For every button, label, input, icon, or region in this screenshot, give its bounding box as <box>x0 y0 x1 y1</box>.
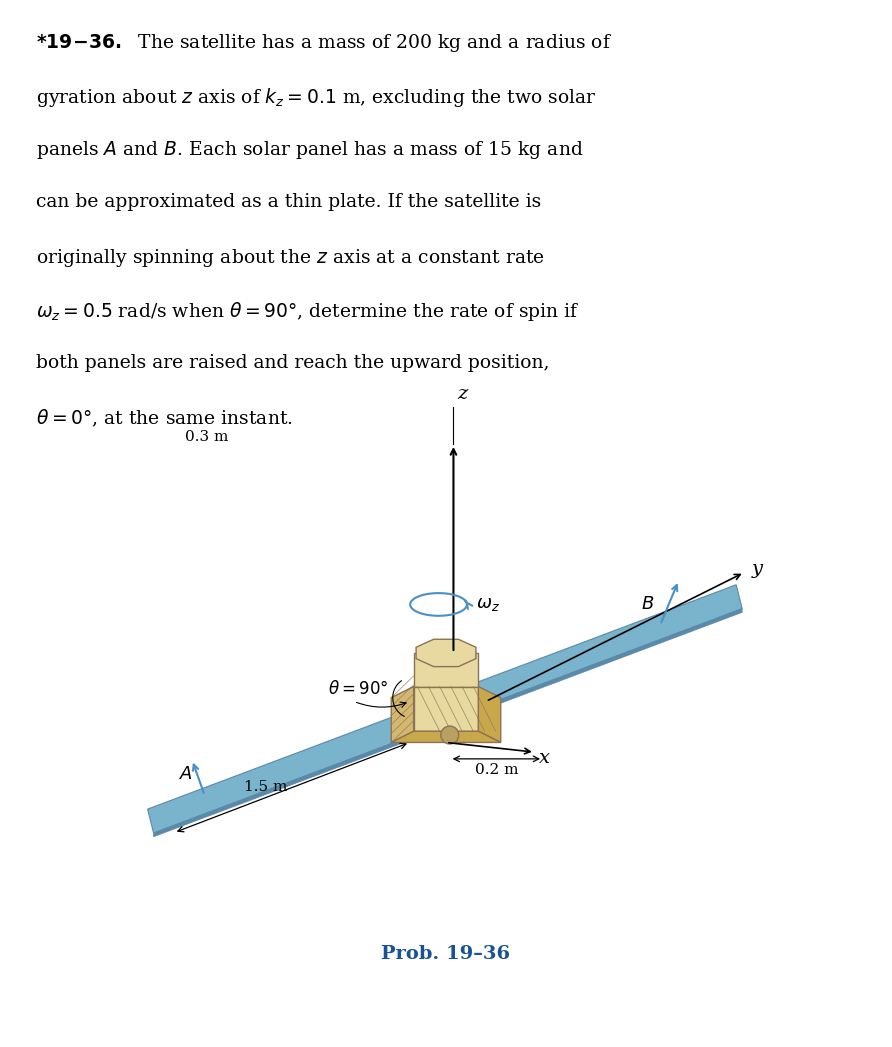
Text: both panels are raised and reach the upward position,: both panels are raised and reach the upw… <box>36 354 549 372</box>
Text: Prob. 19–36: Prob. 19–36 <box>382 944 510 962</box>
Polygon shape <box>478 687 500 742</box>
Text: $\theta = 0°$, at the same instant.: $\theta = 0°$, at the same instant. <box>36 408 293 429</box>
Polygon shape <box>470 585 742 709</box>
Text: y: y <box>752 560 763 578</box>
Polygon shape <box>392 731 500 742</box>
Polygon shape <box>414 687 478 731</box>
Text: x: x <box>539 750 549 767</box>
Text: originally spinning about the $z$ axis at a constant rate: originally spinning about the $z$ axis a… <box>36 247 545 269</box>
Polygon shape <box>475 608 742 713</box>
Text: 1.5 m: 1.5 m <box>244 780 287 795</box>
Circle shape <box>441 726 458 744</box>
Text: z: z <box>458 385 467 403</box>
Polygon shape <box>392 687 414 742</box>
Text: $\theta = 90°$: $\theta = 90°$ <box>328 680 388 698</box>
Polygon shape <box>416 640 476 667</box>
Text: $A$: $A$ <box>178 765 193 783</box>
Text: gyration about $z$ axis of $k_z = 0.1$ m, excluding the two solar: gyration about $z$ axis of $k_z = 0.1$ m… <box>36 86 596 109</box>
Text: $\omega_z$: $\omega_z$ <box>475 595 500 614</box>
Text: can be approximated as a thin plate. If the satellite is: can be approximated as a thin plate. If … <box>36 193 541 210</box>
Text: 0.2 m: 0.2 m <box>475 763 518 777</box>
Text: $\mathbf{*19\!-\!36.}$  The satellite has a mass of 200 kg and a radius of: $\mathbf{*19\!-\!36.}$ The satellite has… <box>36 31 612 53</box>
Polygon shape <box>153 733 420 837</box>
Polygon shape <box>147 709 420 833</box>
Text: $\omega_z = 0.5$ rad/s when $\theta = 90°$, determine the rate of spin if: $\omega_z = 0.5$ rad/s when $\theta = 90… <box>36 300 580 324</box>
Text: $B$: $B$ <box>641 595 655 612</box>
Polygon shape <box>414 653 478 687</box>
Text: panels $A$ and $B$. Each solar panel has a mass of 15 kg and: panels $A$ and $B$. Each solar panel has… <box>36 139 583 161</box>
Text: 0.3 m: 0.3 m <box>185 429 228 444</box>
